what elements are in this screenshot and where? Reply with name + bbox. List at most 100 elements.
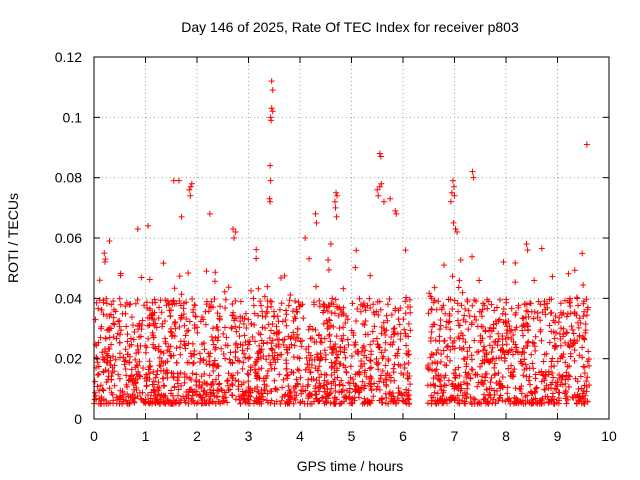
data-point bbox=[291, 342, 298, 349]
data-point bbox=[94, 359, 101, 366]
data-point bbox=[575, 302, 582, 309]
data-point bbox=[455, 364, 462, 371]
data-point bbox=[555, 319, 562, 326]
data-point bbox=[170, 374, 177, 381]
data-point bbox=[519, 397, 526, 404]
data-point bbox=[220, 395, 227, 402]
data-point bbox=[574, 378, 581, 385]
data-point bbox=[171, 285, 178, 292]
data-point bbox=[351, 342, 358, 349]
data-point bbox=[177, 369, 184, 376]
data-point bbox=[486, 327, 493, 334]
data-point bbox=[364, 397, 371, 404]
data-point bbox=[327, 344, 334, 351]
data-point bbox=[236, 358, 243, 365]
data-point bbox=[316, 303, 323, 310]
data-point bbox=[243, 389, 250, 396]
data-point bbox=[211, 357, 218, 364]
data-point bbox=[172, 399, 179, 406]
data-point bbox=[585, 348, 592, 355]
data-point bbox=[438, 351, 445, 358]
data-point bbox=[499, 373, 506, 380]
data-point bbox=[390, 339, 397, 346]
data-point bbox=[345, 379, 352, 386]
data-point bbox=[305, 376, 312, 383]
data-point bbox=[239, 342, 246, 349]
data-point bbox=[478, 360, 485, 367]
data-point bbox=[580, 335, 587, 342]
data-point bbox=[305, 395, 312, 402]
data-point bbox=[469, 168, 476, 175]
data-point bbox=[178, 291, 185, 298]
data-point bbox=[464, 380, 471, 387]
data-point bbox=[283, 311, 290, 318]
data-point bbox=[127, 301, 134, 308]
data-point bbox=[443, 324, 450, 331]
data-point bbox=[564, 310, 571, 317]
data-point bbox=[265, 399, 272, 406]
data-point bbox=[229, 382, 236, 389]
data-point bbox=[326, 390, 333, 397]
data-point bbox=[173, 359, 180, 366]
data-point bbox=[262, 375, 269, 382]
data-point bbox=[501, 357, 508, 364]
data-point bbox=[171, 333, 178, 340]
data-point bbox=[331, 344, 338, 351]
data-point bbox=[322, 351, 329, 358]
data-point bbox=[109, 353, 116, 360]
data-point bbox=[111, 321, 118, 328]
data-point bbox=[329, 363, 336, 370]
data-point bbox=[436, 326, 443, 333]
data-point bbox=[433, 306, 440, 313]
data-point bbox=[161, 383, 168, 390]
data-point bbox=[106, 385, 113, 392]
data-point bbox=[276, 306, 283, 313]
data-point bbox=[453, 385, 460, 392]
data-point bbox=[151, 388, 158, 395]
data-point bbox=[574, 295, 581, 302]
data-point bbox=[215, 381, 222, 388]
data-point bbox=[232, 228, 239, 235]
data-point bbox=[312, 210, 319, 217]
data-point bbox=[267, 327, 274, 334]
data-point bbox=[191, 351, 198, 358]
x-tick-label: 5 bbox=[348, 428, 356, 444]
data-point bbox=[94, 383, 101, 390]
data-point bbox=[367, 272, 374, 279]
data-point bbox=[523, 241, 530, 248]
data-point bbox=[160, 399, 167, 406]
data-point bbox=[463, 395, 470, 402]
data-point bbox=[361, 360, 368, 367]
data-point bbox=[332, 296, 339, 303]
data-point bbox=[353, 317, 360, 324]
data-point bbox=[332, 341, 339, 348]
data-point bbox=[320, 320, 327, 327]
data-point bbox=[145, 366, 152, 373]
data-point bbox=[149, 329, 156, 336]
y-tick-label: 0.1 bbox=[63, 109, 83, 125]
data-point bbox=[95, 363, 102, 370]
data-point bbox=[288, 333, 295, 340]
data-point bbox=[511, 366, 518, 373]
data-point bbox=[155, 387, 162, 394]
data-point bbox=[340, 324, 347, 331]
data-point bbox=[584, 306, 591, 313]
data-point bbox=[351, 397, 358, 404]
data-point bbox=[92, 316, 99, 323]
data-point bbox=[128, 366, 135, 373]
data-point bbox=[520, 332, 527, 339]
data-point bbox=[442, 310, 449, 317]
data-point bbox=[333, 333, 340, 340]
data-point bbox=[147, 362, 154, 369]
data-point bbox=[496, 378, 503, 385]
data-point bbox=[240, 359, 247, 366]
data-point bbox=[473, 317, 480, 324]
data-point bbox=[402, 247, 409, 254]
data-point bbox=[290, 353, 297, 360]
data-point bbox=[116, 375, 123, 382]
data-point bbox=[502, 311, 509, 318]
data-point bbox=[361, 399, 368, 406]
data-point bbox=[382, 400, 389, 407]
x-tick-label: 1 bbox=[142, 428, 150, 444]
data-point bbox=[376, 386, 383, 393]
